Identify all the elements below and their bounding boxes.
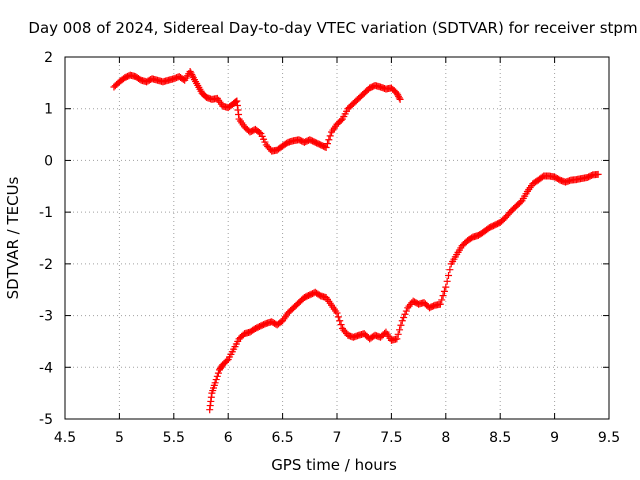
data-point bbox=[396, 95, 404, 103]
data-point bbox=[436, 300, 444, 308]
data-point bbox=[396, 326, 404, 334]
data-point bbox=[402, 307, 410, 315]
data-point bbox=[395, 94, 403, 102]
data-point bbox=[393, 89, 401, 97]
data-point bbox=[393, 335, 401, 343]
plot-frame bbox=[64, 56, 610, 420]
data-point bbox=[334, 313, 342, 321]
y-tick-label: -2 bbox=[39, 257, 53, 273]
data-point bbox=[336, 317, 344, 325]
data-point bbox=[594, 170, 602, 178]
y-axis-label: SDTVAR / TECUs bbox=[4, 176, 22, 299]
series-2 bbox=[206, 170, 602, 414]
data-point bbox=[232, 98, 240, 106]
y-tick-label: -3 bbox=[39, 309, 53, 325]
data-point bbox=[223, 357, 231, 365]
data-point bbox=[214, 369, 222, 377]
x-tick-label: 7 bbox=[333, 430, 342, 446]
data-point bbox=[255, 129, 263, 137]
data-point bbox=[188, 71, 196, 79]
data-point bbox=[517, 198, 525, 206]
x-tick-label: 4.5 bbox=[54, 430, 76, 446]
data-point bbox=[445, 271, 453, 279]
data-point bbox=[400, 314, 408, 322]
x-tick-label: 8.5 bbox=[489, 430, 511, 446]
data-points bbox=[110, 67, 602, 414]
x-tick-label: 5.5 bbox=[163, 430, 185, 446]
data-point bbox=[401, 310, 409, 318]
data-point bbox=[213, 372, 221, 380]
y-axis-ticks: -5 -4 -3 -2 -1 0 1 2 bbox=[39, 50, 609, 428]
data-point bbox=[322, 144, 330, 151]
data-point bbox=[394, 91, 402, 99]
data-point bbox=[212, 376, 220, 384]
data-point bbox=[186, 67, 194, 75]
x-tick-label: 6 bbox=[224, 430, 233, 446]
x-axis-label: GPS time / hours bbox=[271, 456, 397, 474]
x-tick-label: 8 bbox=[441, 430, 450, 446]
data-point bbox=[442, 283, 450, 291]
y-tick-label: -5 bbox=[39, 412, 53, 428]
data-point bbox=[397, 321, 405, 329]
data-point bbox=[443, 277, 451, 285]
y-tick-label: -4 bbox=[39, 360, 53, 376]
data-point bbox=[446, 266, 454, 274]
chart-title: Day 008 of 2024, Sidereal Day-to-day VTE… bbox=[28, 19, 637, 37]
data-point bbox=[325, 136, 333, 144]
x-axis-ticks: 4.5 5 5.5 6 6.5 7 7.5 8 8.5 9 9.5 bbox=[54, 57, 620, 446]
y-tick-label: 0 bbox=[44, 153, 53, 169]
data-point bbox=[394, 92, 402, 100]
series-1 bbox=[110, 67, 404, 155]
x-tick-label: 5 bbox=[115, 430, 124, 446]
data-point bbox=[394, 330, 402, 338]
data-point bbox=[187, 69, 195, 77]
x-tick-label: 9.5 bbox=[598, 430, 620, 446]
data-point bbox=[438, 296, 446, 304]
data-point bbox=[337, 116, 345, 124]
y-tick-label: 2 bbox=[44, 50, 53, 66]
data-point bbox=[440, 287, 448, 295]
data-point bbox=[211, 379, 219, 387]
data-point bbox=[398, 317, 406, 325]
data-point bbox=[326, 132, 334, 140]
data-point bbox=[323, 140, 331, 148]
data-point bbox=[439, 292, 447, 300]
y-tick-label: -1 bbox=[39, 205, 53, 221]
x-tick-label: 7.5 bbox=[380, 430, 402, 446]
data-point bbox=[337, 321, 345, 329]
y-tick-label: 1 bbox=[44, 102, 53, 118]
x-tick-label: 9 bbox=[550, 430, 559, 446]
data-point bbox=[333, 309, 341, 317]
x-tick-label: 6.5 bbox=[271, 430, 293, 446]
